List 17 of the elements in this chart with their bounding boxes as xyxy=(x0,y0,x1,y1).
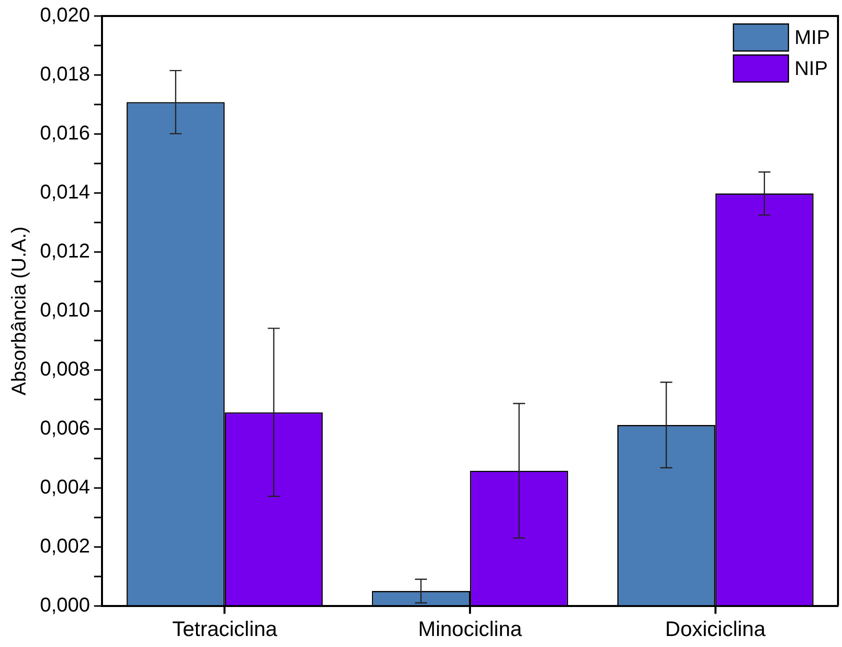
y-tick-label: 0,008 xyxy=(40,358,90,380)
y-tick-label: 0,004 xyxy=(40,476,90,498)
legend-label: NIP xyxy=(794,58,828,80)
legend-label: MIP xyxy=(794,27,830,50)
y-tick-label: 0,000 xyxy=(40,594,90,616)
y-tick-label: 0,010 xyxy=(40,299,90,322)
y-tick-label: 0,002 xyxy=(40,535,90,558)
x-tick-label: Doxiciclina xyxy=(665,618,766,642)
x-tick-label: Tetraciclina xyxy=(172,618,278,642)
x-tick-label: Minociclina xyxy=(418,618,522,642)
y-tick-label: 0,014 xyxy=(40,181,90,204)
y-tick-label: 0,020 xyxy=(40,4,90,27)
y-tick-label: 0,018 xyxy=(40,63,90,86)
y-axis-title: Absorbância (U.A.) xyxy=(8,226,31,396)
y-tick-label: 0,006 xyxy=(40,417,90,440)
y-tick-label: 0,012 xyxy=(40,240,90,262)
y-tick-label: 0,016 xyxy=(40,122,90,144)
